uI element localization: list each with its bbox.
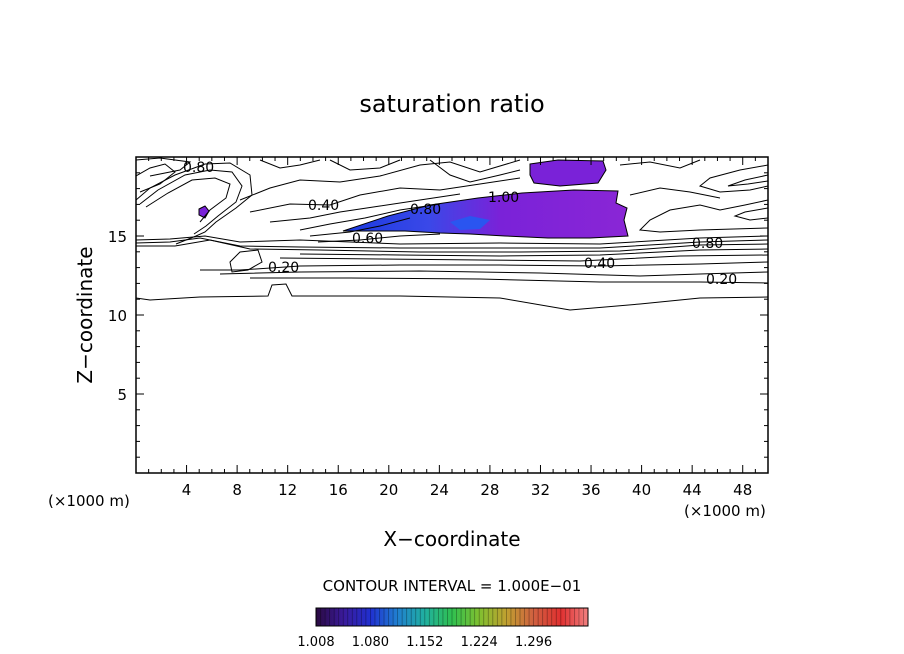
- filled-region-deep: [450, 216, 490, 230]
- x-unit-left: (×1000 m): [48, 492, 130, 510]
- contour-line: [279, 254, 768, 262]
- x-tick-label: 48: [733, 481, 752, 499]
- filled-region-small: [198, 205, 210, 219]
- contour-label: 1.00: [488, 190, 519, 206]
- colorbar-tick-label: 1.080: [352, 635, 389, 650]
- x-axis-ticks: 4 8 12 16 20 24 28 32 36 40 44 48: [182, 481, 752, 499]
- contour-line: [219, 270, 768, 277]
- contour-line: [136, 283, 768, 311]
- minor-ticks: [136, 157, 768, 473]
- contour-line: [733, 207, 768, 221]
- contour-line: [239, 159, 521, 201]
- chart-title: saturation ratio: [359, 90, 544, 118]
- contour-label-layer: 0.80 0.40 0.80 1.00 0.60 0.20 0.40 0.80 …: [183, 160, 737, 288]
- colorbar-stripes: [320, 608, 584, 626]
- y-tick-label: 10: [108, 307, 127, 325]
- x-tick-label: 4: [182, 481, 192, 499]
- x-axis-title: X−coordinate: [383, 527, 520, 551]
- contour-line: [136, 239, 768, 253]
- contour-line: [136, 163, 176, 193]
- contour-line: [136, 157, 192, 177]
- contour-line: [139, 169, 243, 235]
- x-tick-label: 12: [278, 481, 297, 499]
- contour-line: [638, 199, 768, 233]
- contour-label: 0.20: [268, 260, 299, 276]
- x-tick-label: 36: [581, 481, 600, 499]
- contour-line: [329, 159, 401, 171]
- x-tick-label: 32: [531, 481, 550, 499]
- filled-region-main: [342, 189, 629, 239]
- contour-label: 0.40: [584, 256, 615, 272]
- contour-line: [249, 177, 521, 213]
- contour-label: 0.60: [352, 231, 383, 247]
- contour-line: [136, 235, 768, 245]
- colorbar: [315, 607, 589, 627]
- filled-regions: [198, 159, 629, 239]
- x-tick-label: 20: [379, 481, 398, 499]
- colorbar-tick-label: 1.152: [406, 635, 443, 650]
- contour-line: [317, 233, 441, 243]
- contour-line: [250, 277, 768, 284]
- contour-label: 0.40: [308, 198, 339, 214]
- contour-line: [629, 187, 721, 199]
- x-tick-label: 16: [329, 481, 348, 499]
- colorbar-tick-label: 1.296: [515, 635, 552, 650]
- contour-line: [698, 164, 768, 193]
- y-axis-ticks: 5 10 15: [108, 228, 127, 404]
- contour-line: [269, 193, 461, 223]
- contour-line: [727, 174, 768, 187]
- contour-interval-text: CONTOUR INTERVAL = 1.000E−01: [323, 577, 582, 595]
- x-tick-label: 28: [480, 481, 499, 499]
- contour-line: [145, 177, 231, 223]
- contour-label: 0.80: [183, 160, 214, 176]
- contour-line: [309, 217, 411, 237]
- contour-line: [619, 159, 701, 169]
- x-tick-label: 24: [430, 481, 449, 499]
- x-tick-label: 40: [632, 481, 651, 499]
- x-unit-right: (×1000 m): [684, 502, 766, 520]
- colorbar-ticks: 1.008 1.080 1.152 1.224 1.296: [297, 635, 552, 650]
- contour-label: 0.20: [706, 272, 737, 288]
- colorbar-tick-label: 1.224: [461, 635, 498, 650]
- contour-label: 0.80: [692, 236, 723, 252]
- contour-line: [299, 203, 441, 231]
- y-tick-label: 15: [108, 228, 127, 246]
- contour-lines: [136, 157, 768, 311]
- contour-label: 0.80: [410, 202, 441, 218]
- contour-line: [259, 159, 321, 169]
- y-axis-title: Z−coordinate: [73, 246, 97, 383]
- filled-region-top: [529, 159, 607, 187]
- contour-line: [299, 248, 768, 257]
- y-tick-label: 5: [117, 386, 127, 404]
- x-tick-label: 44: [683, 481, 702, 499]
- contour-line: [429, 159, 521, 183]
- contour-line: [229, 249, 263, 273]
- colorbar-tick-label: 1.008: [297, 635, 334, 650]
- x-tick-label: 8: [232, 481, 242, 499]
